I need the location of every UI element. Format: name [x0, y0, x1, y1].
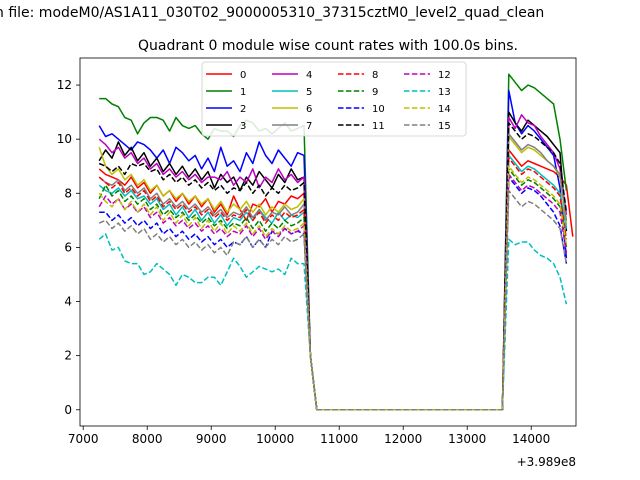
legend-entry-15: 15 [404, 121, 451, 132]
legend-frame [201, 61, 467, 137]
y-tick-label: 0 [64, 403, 72, 417]
legend-entry-7: 7 [272, 121, 312, 132]
x-tick-label: 12000 [384, 432, 422, 446]
legend-label: 12 [438, 70, 451, 81]
legend-entry-12: 12 [404, 70, 451, 81]
series-layer [98, 73, 574, 411]
y-axis: 0 2 4 6 8 10 12 [57, 78, 80, 417]
legend-label: 13 [438, 87, 451, 98]
y-tick-label: 6 [64, 240, 72, 254]
legend-label: 8 [372, 70, 378, 81]
x-tick-label: 10000 [256, 432, 294, 446]
legend-entry-13: 13 [404, 87, 451, 98]
figure-suptitle: n file: modeM0/AS1A11_030T02_9000005310_… [0, 5, 544, 21]
axes-frame [79, 57, 577, 427]
legend-label: 6 [306, 104, 312, 115]
series-line-15 [98, 189, 568, 411]
legend-label: 3 [240, 121, 246, 132]
x-tick-label: 14000 [512, 432, 550, 446]
x-axis: 7000 8000 9000 10000 11000 12000 13000 14000 [68, 426, 550, 446]
legend-entry-2: 2 [206, 104, 246, 115]
legend-entry-5: 5 [272, 87, 312, 98]
legend-entry-11: 11 [338, 121, 385, 132]
legend-entry-1: 1 [206, 87, 246, 98]
y-tick-label: 2 [64, 349, 72, 363]
legend-label: 10 [372, 104, 385, 115]
legend-label: 4 [306, 70, 312, 81]
y-tick-label: 8 [64, 186, 72, 200]
y-tick-label: 4 [64, 295, 72, 309]
legend-label: 2 [240, 104, 246, 115]
legend-label: 9 [372, 87, 378, 98]
plot-area [79, 57, 577, 427]
legend-label: 1 [240, 87, 246, 98]
x-tick-label: 13000 [448, 432, 486, 446]
legend-entry-8: 8 [338, 70, 378, 81]
legend-entry-6: 6 [272, 104, 312, 115]
legend-label: 7 [306, 121, 312, 132]
y-tick-label: 12 [57, 78, 72, 92]
legend-label: 0 [240, 70, 246, 81]
legend-entry-14: 14 [404, 104, 451, 115]
x-tick-label: 9000 [196, 432, 227, 446]
legend-entry-10: 10 [338, 104, 385, 115]
x-tick-label: 11000 [320, 432, 358, 446]
x-axis-offset-label: +3.989e8 [517, 455, 576, 469]
chart-title: Quadrant 0 module wise count rates with … [138, 38, 518, 54]
legend-entry-4: 4 [272, 70, 312, 81]
legend-entry-9: 9 [338, 87, 378, 98]
legend-label: 14 [438, 104, 451, 115]
x-tick-label: 7000 [68, 432, 99, 446]
legend-label: 15 [438, 121, 451, 132]
legend-label: 5 [306, 87, 312, 98]
x-tick-label: 8000 [132, 432, 163, 446]
y-tick-label: 10 [57, 132, 72, 146]
legend-entry-0: 0 [206, 70, 246, 81]
legend-entry-3: 3 [206, 121, 246, 132]
legend-label: 11 [372, 121, 385, 132]
